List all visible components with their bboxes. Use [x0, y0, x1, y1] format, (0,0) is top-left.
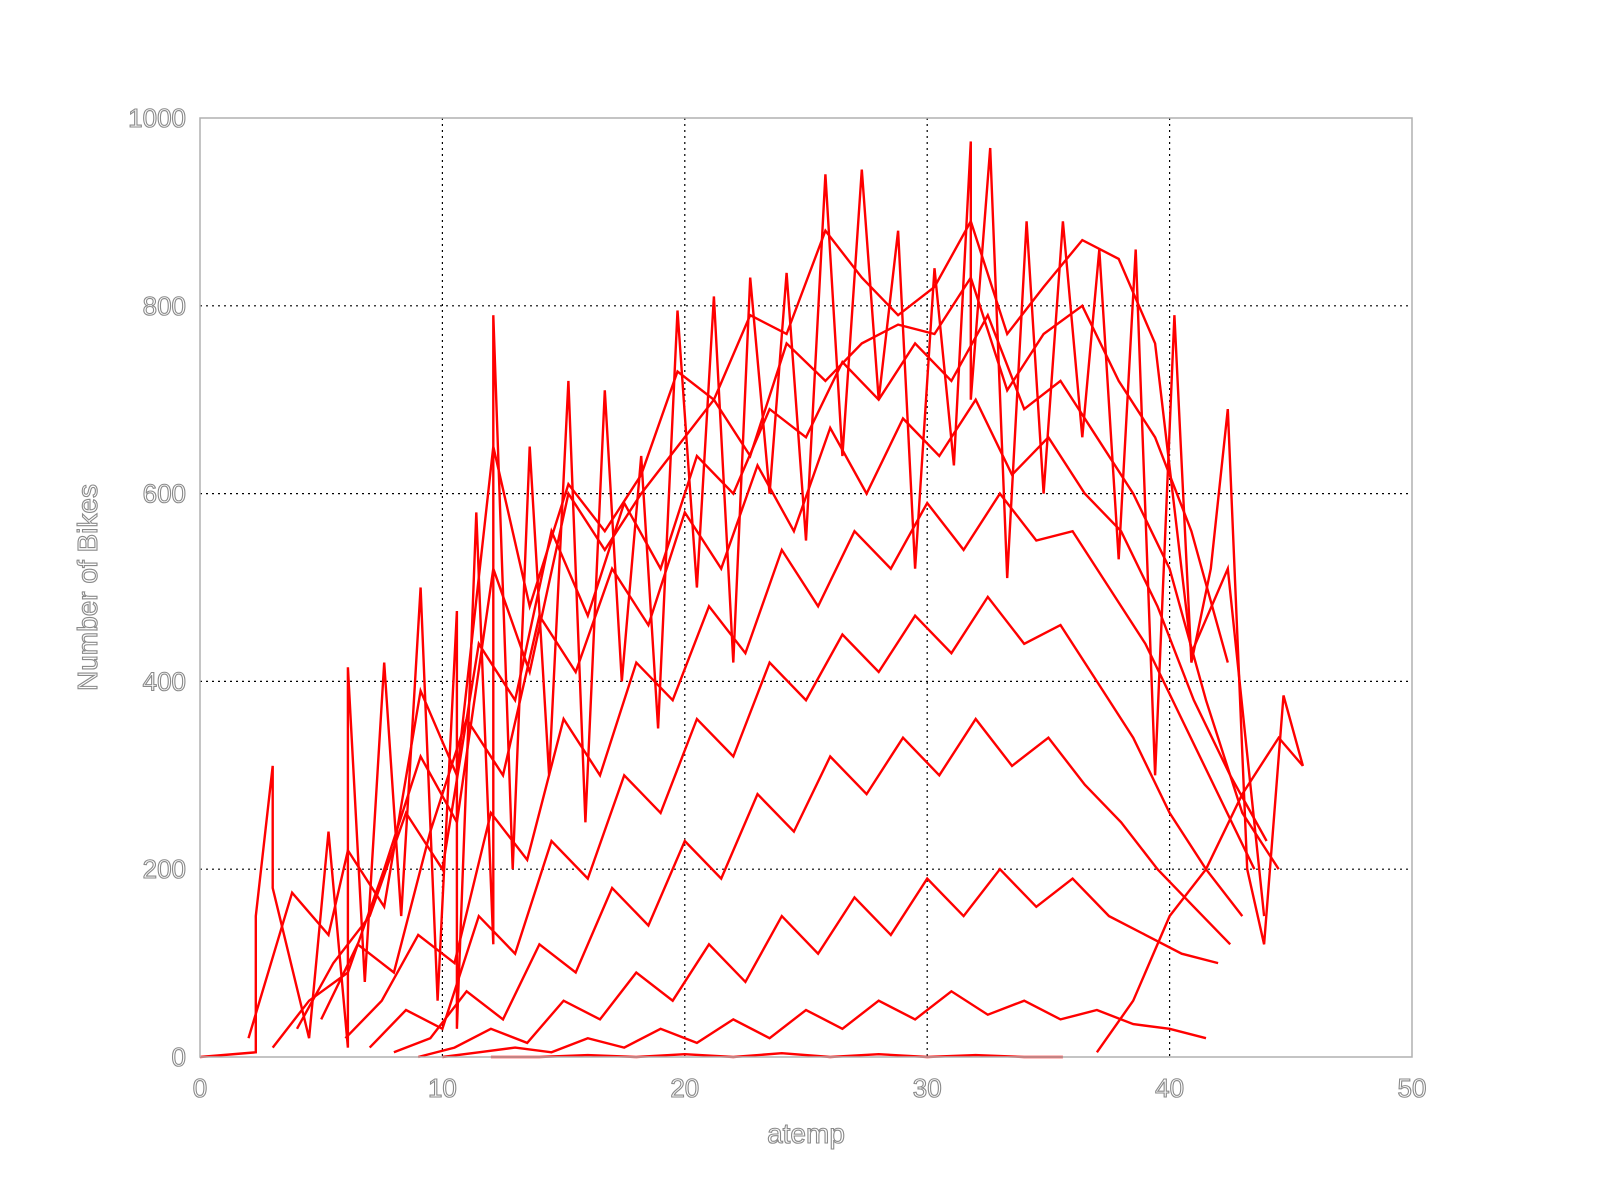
- y-tick-label: 0: [172, 1042, 186, 1072]
- series-line: [368, 594, 1244, 1049]
- series-line: [320, 397, 1268, 1020]
- y-axis-label: Number of Bikes: [72, 484, 103, 691]
- series-line: [393, 716, 1232, 1054]
- data-lines: [199, 141, 1305, 1059]
- x-tick-label: 20: [670, 1073, 699, 1103]
- series-line: [1095, 735, 1304, 1053]
- y-tick-label: 800: [143, 291, 186, 321]
- y-tick-label: 200: [143, 854, 186, 884]
- series-line: [247, 218, 1266, 1039]
- x-tick-label: 50: [1398, 1073, 1427, 1103]
- x-tick-label: 40: [1155, 1073, 1184, 1103]
- series-line: [490, 1051, 1063, 1059]
- series-line: [295, 312, 1280, 1030]
- x-tick-label: 10: [428, 1073, 457, 1103]
- plot-frame: [199, 117, 1413, 1058]
- tick-labels: 0 10 20 30 40 50 0 200 400 600 800 1000: [128, 102, 1427, 1103]
- x-axis-label: atemp: [767, 1118, 845, 1149]
- series-line: [417, 867, 1219, 1059]
- x-tick-label: 30: [913, 1073, 942, 1103]
- series-line: [442, 989, 1207, 1059]
- y-tick-label: 400: [143, 666, 186, 696]
- y-tick-label: 600: [143, 479, 186, 509]
- series-line: [344, 491, 1256, 1040]
- series-line: [199, 141, 1305, 1059]
- y-tick-label: 1000: [128, 103, 186, 133]
- x-tick-label: 0: [193, 1073, 207, 1103]
